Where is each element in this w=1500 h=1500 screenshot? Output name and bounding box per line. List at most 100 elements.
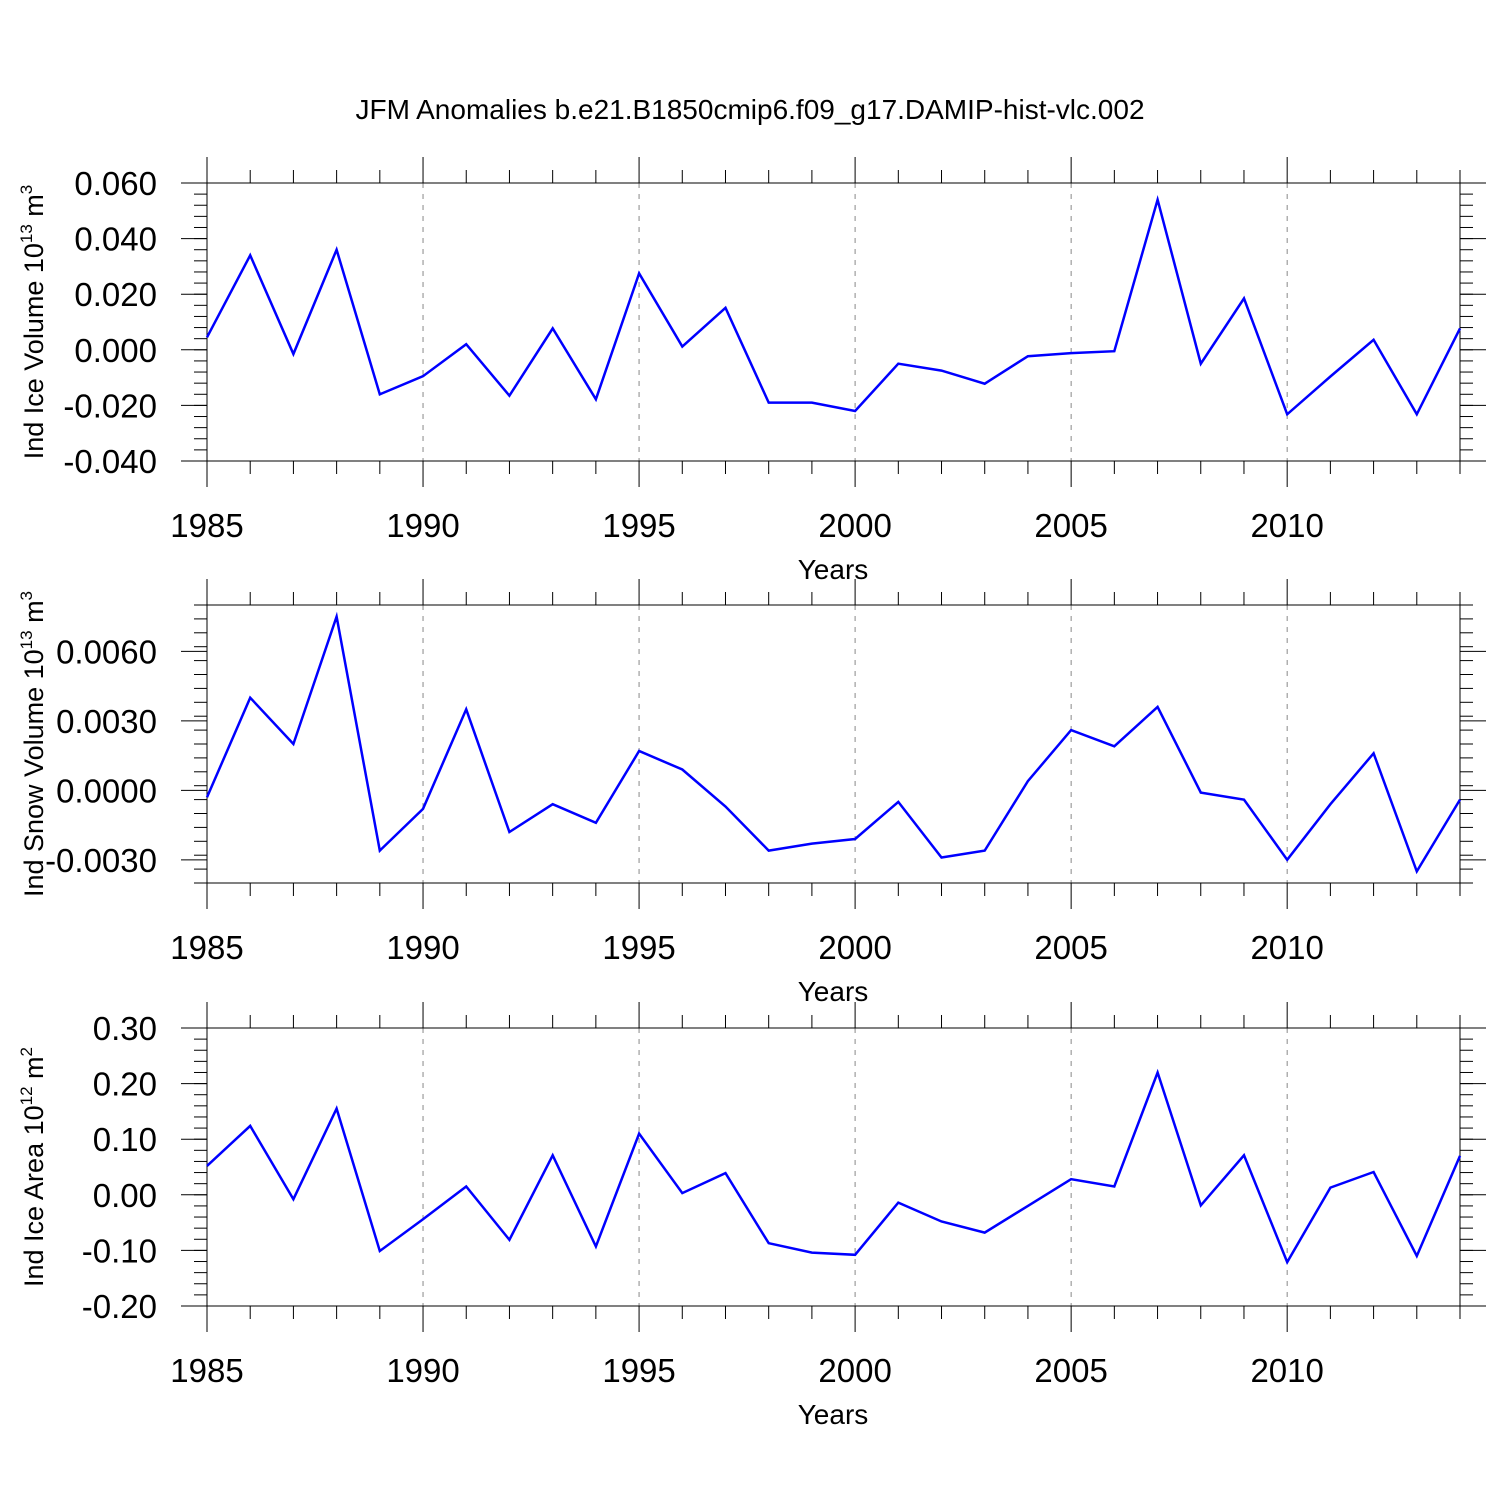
data-point: [767, 1241, 771, 1245]
data-point: [1328, 374, 1332, 378]
x-tick-label: 1995: [602, 929, 675, 966]
data-point: [248, 253, 252, 257]
data-point: [983, 382, 987, 386]
data-point: [940, 1219, 944, 1223]
y-tick-label: 0.10: [93, 1121, 157, 1158]
data-point: [1199, 1203, 1203, 1207]
x-tick-label: 2010: [1250, 1352, 1323, 1389]
data-point: [1372, 1170, 1376, 1174]
data-point: [1285, 412, 1289, 416]
data-point: [248, 1124, 252, 1128]
data-point: [1285, 1260, 1289, 1264]
y-tick-label: -0.040: [63, 443, 157, 480]
data-point: [594, 397, 598, 401]
data-point: [680, 344, 684, 348]
data-point: [637, 1132, 641, 1136]
data-point: [896, 800, 900, 804]
x-axis-label: Years: [798, 976, 869, 1007]
panel-3: -0.20 -0.10 0.00 0.10 0.20 0.30 1985 1990 1995 20…: [17, 1002, 1486, 1430]
data-point: [1112, 349, 1116, 353]
y-tick-label: 0.020: [74, 276, 157, 313]
x-axis-label: Years: [798, 554, 869, 585]
y-tick-label: 0.060: [74, 165, 157, 202]
data-point: [291, 352, 295, 356]
data-point: [594, 821, 598, 825]
x-tick-label: 1990: [386, 507, 459, 544]
series-line: [206, 1068, 1462, 1265]
data-point: [1112, 744, 1116, 748]
data-point: [335, 248, 339, 252]
y-tick-label: -0.20: [82, 1288, 157, 1325]
data-point: [896, 1201, 900, 1205]
data-point: [1156, 198, 1160, 202]
data-point: [1458, 1154, 1462, 1158]
y-axis-label-exponent: 13: [17, 630, 36, 649]
x-tick-label: 2005: [1034, 1352, 1107, 1389]
series-line: [205, 611, 1462, 875]
panel-2: -0.0030 0.0000 0.0030 0.0060 1985 1990 1995 200…: [17, 579, 1486, 1007]
y-tick-label: 0.0000: [56, 772, 157, 809]
data-point: [551, 1153, 555, 1157]
x-tick-label: 2010: [1250, 507, 1323, 544]
x-tick-label: 1985: [170, 1352, 243, 1389]
data-point: [1328, 1186, 1332, 1190]
x-tick-label: 2005: [1034, 507, 1107, 544]
data-point: [680, 1191, 684, 1195]
data-point: [1199, 791, 1203, 795]
data-point: [767, 401, 771, 405]
data-point: [1242, 798, 1246, 802]
data-point: [853, 1253, 857, 1257]
data-point: [1372, 751, 1376, 755]
x-tick-label: 2000: [818, 929, 891, 966]
data-point: [810, 842, 814, 846]
x-tick-label: 1985: [170, 929, 243, 966]
x-tick-label: 1990: [386, 1352, 459, 1389]
data-point: [551, 802, 555, 806]
data-point: [1458, 326, 1462, 330]
data-point: [896, 362, 900, 366]
data-point: [507, 1238, 511, 1242]
data-point: [1199, 362, 1203, 366]
data-point: [723, 306, 727, 310]
y-axis-label-main: Ind Ice Volume 10: [19, 243, 49, 459]
x-tick-label: 2000: [818, 1352, 891, 1389]
y-axis-label-unit: m: [19, 1056, 49, 1086]
data-point: [1156, 1070, 1160, 1074]
data-point: [335, 615, 339, 619]
data-point: [464, 342, 468, 346]
data-point: [1328, 802, 1332, 806]
data-point: [421, 807, 425, 811]
data-point: [1285, 858, 1289, 862]
y-tick-label: 0.30: [93, 1010, 157, 1047]
x-tick-label: 2000: [818, 507, 891, 544]
data-point: [205, 795, 209, 799]
data-point: [1415, 869, 1419, 873]
data-point: [810, 1251, 814, 1255]
y-axis-label-exponent: 12: [17, 1086, 36, 1105]
y-axis-label: Ind Ice Volume 1013 m3: [17, 185, 49, 460]
y-tick-label: 0.00: [93, 1177, 157, 1214]
plot-frame: [206, 182, 1461, 462]
data-point: [291, 742, 295, 746]
data-point: [291, 1197, 295, 1201]
data-point: [1372, 338, 1376, 342]
x-tick-label: 1990: [386, 929, 459, 966]
data-point: [1026, 779, 1030, 783]
panels: -0.040 -0.020 0.000 0.020 0.040 0.060 1985 1990…: [17, 157, 1486, 1430]
x-axis-label: Years: [798, 1399, 869, 1430]
x-tick-label: 2005: [1034, 929, 1107, 966]
data-point: [1156, 705, 1160, 709]
data-point: [637, 271, 641, 275]
data-point: [507, 830, 511, 834]
plot-frame: [206, 1027, 1461, 1307]
y-tick-label: -0.10: [82, 1232, 157, 1269]
data-point: [940, 856, 944, 860]
data-point: [594, 1245, 598, 1249]
x-tick-label: 1995: [602, 1352, 675, 1389]
x-tick-label: 2010: [1250, 929, 1323, 966]
series-line: [205, 194, 1462, 417]
data-point: [464, 707, 468, 711]
y-tick-label: 0.20: [93, 1066, 157, 1103]
data-point: [1026, 1204, 1030, 1208]
data-point: [464, 1184, 468, 1188]
